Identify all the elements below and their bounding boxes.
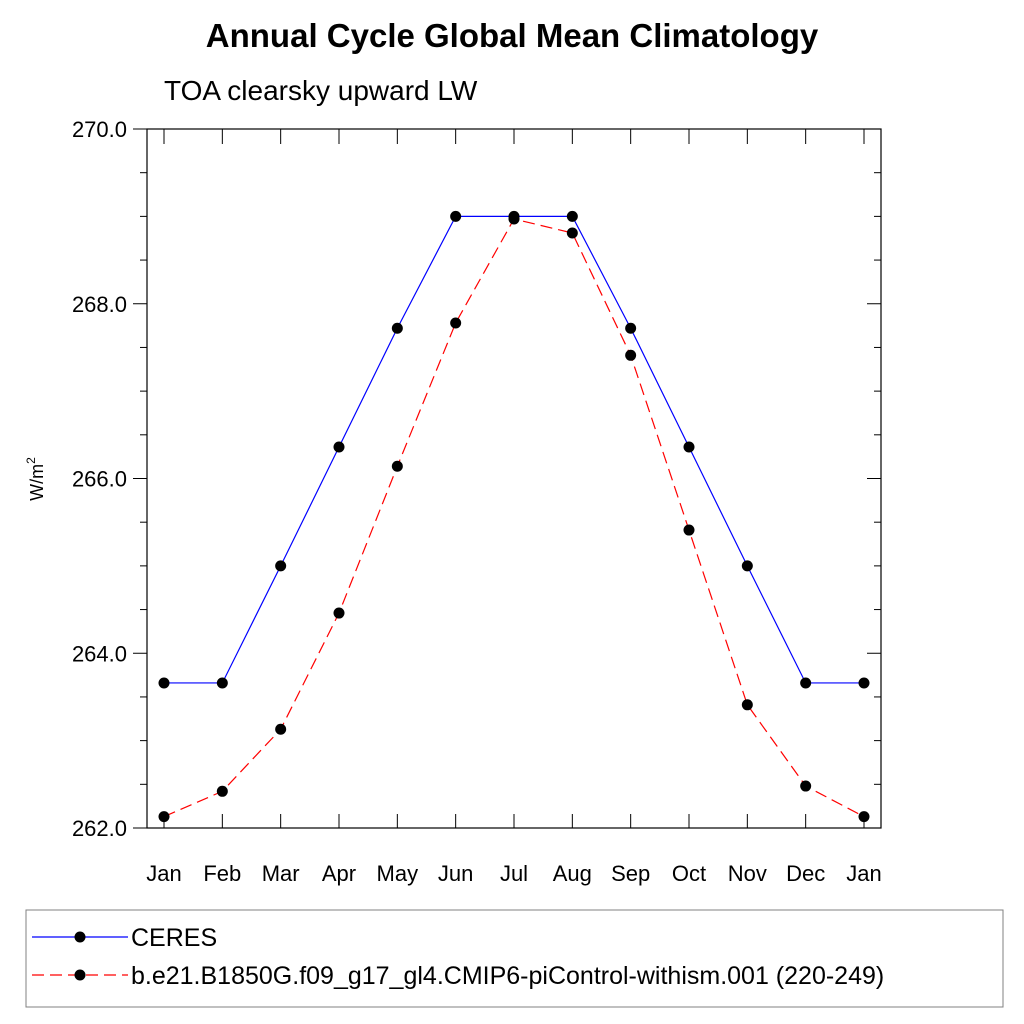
data-point — [391, 460, 403, 472]
data-point — [858, 811, 870, 823]
y-tick-label: 266.0 — [72, 467, 127, 492]
x-tick-label: Dec — [786, 861, 825, 886]
x-tick-label: Aug — [553, 861, 592, 886]
x-tick-label: Jul — [500, 861, 528, 886]
plot-area: Jan Feb Mar Apr May Jun Jul Aug Sep Oct Nov Dec Jan 2… — [72, 117, 882, 886]
legend-marker-1 — [74, 969, 86, 981]
legend-box — [25, 909, 1004, 1008]
data-point — [625, 322, 637, 334]
series-line-0 — [164, 215, 864, 684]
plot-frame — [146, 128, 882, 829]
data-point — [216, 785, 228, 797]
data-point — [158, 677, 170, 689]
data-point — [158, 811, 170, 823]
y-tick-label: 264.0 — [72, 641, 127, 666]
data-point — [683, 524, 695, 536]
x-tick-label: Oct — [672, 861, 706, 886]
series-line-1 — [163, 218, 865, 818]
data-point — [858, 677, 870, 689]
legend-label-0: CERES — [131, 924, 217, 952]
y-axis-label-sup: 2 — [24, 457, 38, 464]
data-point — [683, 441, 695, 453]
x-tick-label: May — [377, 861, 419, 886]
x-tick-label: Apr — [322, 861, 356, 886]
y-tick-label: 262.0 — [72, 816, 127, 841]
data-point — [216, 677, 228, 689]
data-point — [333, 441, 345, 453]
data-point — [450, 317, 462, 329]
data-point — [800, 780, 812, 792]
data-point — [450, 210, 462, 222]
x-tick-label: Sep — [611, 861, 650, 886]
data-point — [800, 677, 812, 689]
legend-marker-0 — [74, 931, 86, 943]
y-axis-label: W/m2 — [24, 457, 47, 501]
data-point — [275, 560, 287, 572]
legend: CERES b.e21.B1850G.f09_g17_gl4.CMIP6-piCo… — [25, 909, 1004, 1008]
data-point — [333, 607, 345, 619]
x-tick-label: Jun — [438, 861, 473, 886]
x-tick-label: Feb — [203, 861, 241, 886]
data-point — [741, 699, 753, 711]
chart-title: Annual Cycle Global Mean Climatology — [206, 17, 819, 54]
legend-label-1: b.e21.B1850G.f09_g17_gl4.CMIP6-piControl… — [131, 962, 884, 990]
x-tick-label: Mar — [262, 861, 300, 886]
data-point — [508, 213, 520, 225]
y-tick-label: 270.0 — [72, 117, 127, 142]
x-tick-label: Jan — [146, 861, 181, 886]
x-tick-label: Jan — [846, 861, 881, 886]
chart-subtitle: TOA clearsky upward LW — [164, 75, 478, 106]
data-point — [566, 210, 578, 222]
data-point — [741, 560, 753, 572]
x-tick-label: Nov — [728, 861, 767, 886]
y-axis-label-main: W/m — [27, 464, 47, 501]
data-point — [391, 322, 403, 334]
data-point — [625, 349, 637, 361]
data-point — [275, 723, 287, 735]
y-tick-label: 268.0 — [72, 292, 127, 317]
data-point — [566, 227, 578, 239]
